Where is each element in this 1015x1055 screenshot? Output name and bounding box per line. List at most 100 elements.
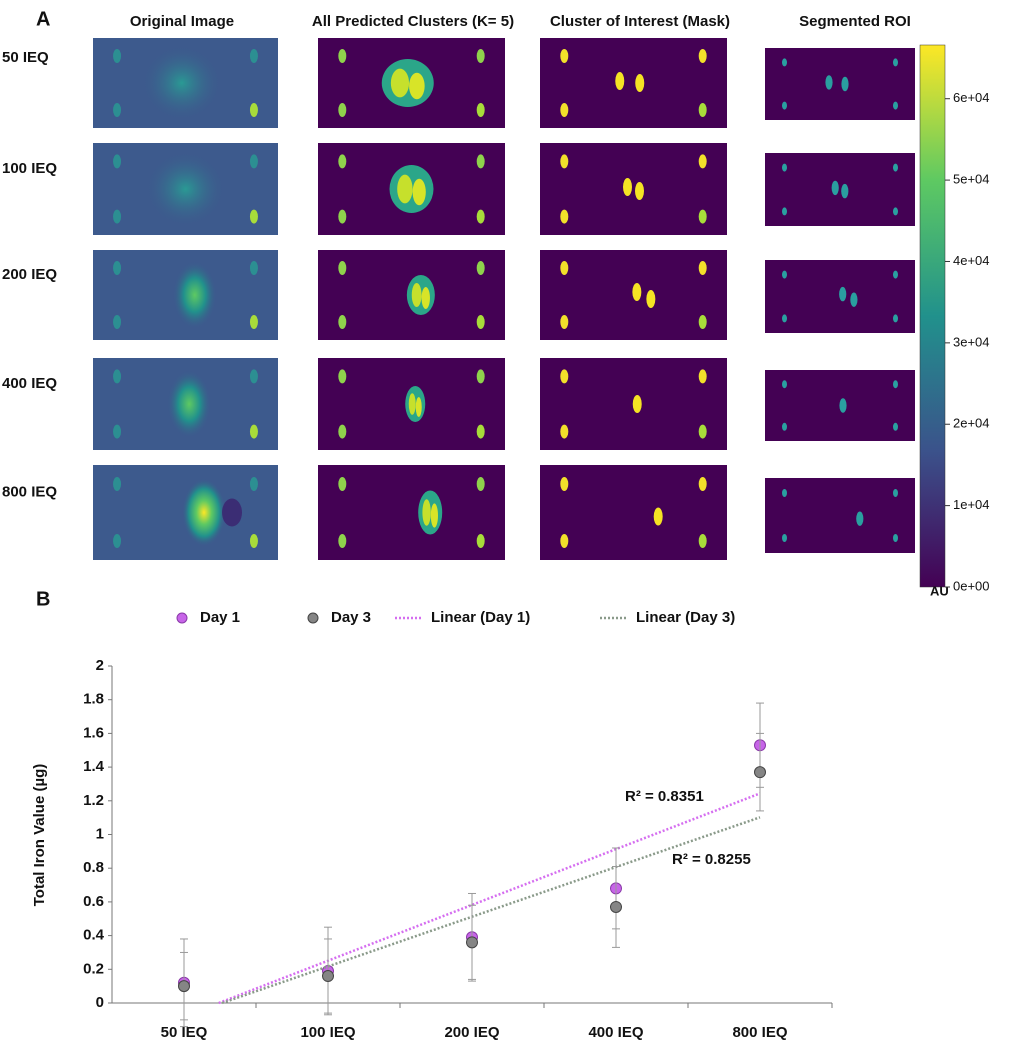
point (754, 766, 766, 779)
panel-label: B (36, 588, 50, 610)
marker (560, 534, 569, 548)
marker (560, 369, 569, 384)
roi (856, 511, 864, 526)
roi (825, 75, 833, 90)
marker (782, 314, 787, 323)
y-tick-label: 0 (96, 994, 104, 1011)
marker (893, 58, 898, 67)
y-tick-label: 1.4 (83, 758, 105, 775)
roi (623, 178, 632, 196)
marker (113, 369, 122, 384)
y-tick-label: 0.6 (83, 893, 104, 910)
marker (893, 380, 898, 389)
marker (782, 101, 787, 110)
y-tick-label: 0.8 (83, 859, 104, 876)
x-tick-label: 100 IEQ (300, 1024, 355, 1041)
legend-marker (176, 612, 188, 624)
colorbar-tick-label: 3e+04 (953, 334, 990, 349)
legend-label: Linear (Day 3) (636, 609, 735, 626)
y-tick-label: 2 (96, 657, 104, 674)
marker (249, 424, 258, 439)
signal (167, 370, 212, 438)
marker (560, 424, 569, 439)
roi (839, 398, 847, 413)
marker (782, 163, 787, 172)
marker (560, 261, 569, 275)
point (466, 936, 478, 949)
marker (338, 315, 347, 329)
marker (782, 422, 787, 431)
marker (249, 209, 258, 224)
marker (782, 534, 787, 542)
marker (113, 315, 122, 329)
marker (338, 261, 347, 275)
marker (338, 477, 347, 491)
column-header: Original Image (130, 13, 234, 30)
cluster (397, 174, 413, 204)
cluster (422, 499, 431, 526)
trendline (218, 792, 761, 1005)
cluster (411, 283, 422, 307)
marker (249, 154, 258, 169)
cluster (412, 178, 426, 206)
marker (113, 424, 122, 439)
cluster (409, 72, 425, 100)
marker (338, 534, 347, 548)
marker (560, 49, 569, 63)
marker (249, 315, 258, 329)
legend-label: Linear (Day 1) (431, 609, 530, 626)
void (222, 498, 242, 527)
signal (182, 478, 226, 547)
marker (249, 534, 258, 548)
roi (635, 74, 645, 92)
marker (249, 103, 258, 117)
marker (698, 477, 707, 491)
y-tick-label: 1.6 (83, 724, 104, 741)
roi (615, 72, 625, 90)
colorbar-tick-label: 2e+04 (953, 416, 990, 431)
marker (698, 209, 707, 224)
colorbar-tick-label: 5e+04 (953, 172, 990, 187)
point (322, 970, 334, 983)
marker (476, 315, 485, 329)
roi (632, 395, 642, 413)
roi (653, 507, 663, 526)
image-panel (765, 48, 915, 120)
cluster (390, 68, 410, 98)
cluster (421, 287, 430, 309)
legend-marker (307, 612, 319, 624)
marker (338, 103, 347, 117)
marker (113, 103, 122, 117)
y-tick-label: 1 (96, 825, 104, 842)
colorbar-tick-label: 6e+04 (953, 90, 990, 105)
trendline (221, 816, 761, 1005)
marker (893, 534, 898, 542)
y-tick-label: 1.8 (83, 691, 104, 708)
roi (646, 290, 656, 308)
marker (249, 477, 258, 491)
row-label: 200 IEQ (2, 266, 57, 283)
marker (782, 207, 787, 216)
column-header: All Predicted Clusters (K= 5) (312, 13, 514, 30)
column-header: Cluster of Interest (Mask) (550, 13, 730, 30)
marker (249, 369, 258, 384)
roi (841, 76, 849, 92)
y-tick-label: 0.4 (83, 927, 105, 944)
y-tick-label: 1.2 (83, 792, 104, 809)
marker (113, 209, 122, 224)
marker (476, 103, 485, 117)
marker (560, 103, 569, 117)
row-label: 100 IEQ (2, 160, 57, 177)
x-tick-label: 50 IEQ (161, 1024, 208, 1041)
marker (113, 154, 122, 169)
marker (698, 369, 707, 384)
image-panel (540, 465, 727, 560)
marker (476, 534, 485, 548)
image-panel (540, 143, 727, 235)
marker (476, 261, 485, 275)
y-axis-title: Total Iron Value (µg) (31, 764, 48, 907)
panel-label: A (36, 8, 50, 30)
marker (893, 163, 898, 172)
marker (476, 49, 485, 63)
marker (698, 534, 707, 548)
